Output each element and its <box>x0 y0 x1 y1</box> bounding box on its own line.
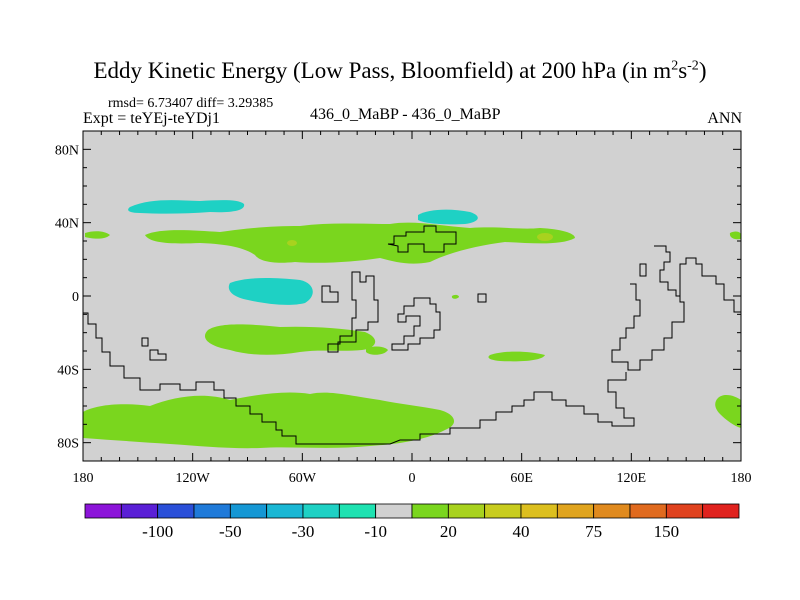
coastline-asia-pacific <box>654 245 741 313</box>
yellow-spot-b <box>537 233 553 241</box>
x-tick-label: 180 <box>731 471 752 486</box>
colorbar-swatch <box>120 503 159 519</box>
colorbar: -100 -50 -30 -10 20 40 75 150 <box>84 503 740 541</box>
coastline-asia-south <box>611 263 685 371</box>
y-tick-label: 40S <box>57 363 79 378</box>
colorbar-swatch <box>375 503 413 519</box>
coastline-island-b <box>477 293 487 303</box>
colorbar-swatch <box>411 503 449 519</box>
colorbar-label: 20 <box>440 522 457 541</box>
colorbar-swatch <box>665 503 704 519</box>
green-region-sh-band <box>204 294 545 362</box>
coastline-americas-south <box>83 312 635 445</box>
cases-label: 436_0_MaBP - 436_0_MaBP <box>310 106 501 123</box>
contour-fill-layer <box>83 200 741 449</box>
y-tick-label: 80N <box>55 143 79 158</box>
axis-ticks: 180 120W 60W 0 60E 120E 180 80N 40N 0 40S 80S <box>55 130 752 486</box>
coastline-layer <box>83 225 741 445</box>
colorbar-swatch <box>520 503 558 519</box>
x-tick-label: 0 <box>409 471 416 486</box>
experiment-label: Expt = teYEj-teYDj1 <box>83 110 220 127</box>
colorbar-label: 40 <box>513 522 530 541</box>
coastline-africa <box>387 225 457 253</box>
coastline-west-africa <box>327 271 379 353</box>
x-tick-label: 180 <box>73 471 94 486</box>
colorbar-swatch <box>447 503 486 519</box>
colorbar-swatch <box>338 503 377 519</box>
coastline-madagascar-shape <box>391 297 441 351</box>
coastline-island-a <box>321 285 339 303</box>
colorbar-swatch <box>302 503 340 519</box>
coastline-australia <box>607 372 630 419</box>
coastline-island-c <box>141 337 149 347</box>
colorbar-swatch <box>484 503 522 519</box>
stats-label: rmsd= 6.73407 diff= 3.29385 <box>108 96 274 111</box>
colorbar-swatch <box>193 503 231 519</box>
y-tick-label: 40N <box>55 217 79 232</box>
colorbar-swatch <box>84 503 122 519</box>
x-tick-label: 60W <box>289 471 317 486</box>
cyan-region-equatorial <box>228 278 313 305</box>
y-tick-label: 0 <box>72 290 79 305</box>
colorbar-label: -30 <box>292 522 315 541</box>
x-tick-label: 60E <box>510 471 533 486</box>
colorbar-swatch <box>556 503 595 519</box>
coastline-island-d <box>149 349 167 361</box>
y-tick-label: 80S <box>57 437 79 452</box>
green-region-nh-band <box>85 222 741 264</box>
colorbar-label: -50 <box>219 522 242 541</box>
season-label: ANN <box>707 110 742 127</box>
colorbar-swatch <box>266 503 304 519</box>
x-tick-label: 120E <box>617 471 647 486</box>
cyan-region-pacific-50n <box>128 200 245 214</box>
colorbar-label: 150 <box>654 522 680 541</box>
chart-title: Eddy Kinetic Energy (Low Pass, Bloomfiel… <box>93 58 707 83</box>
colorbar-swatch <box>629 503 667 519</box>
colorbar-swatch <box>229 503 268 519</box>
colorbar-label: 75 <box>585 522 602 541</box>
colorbar-label: -10 <box>364 522 387 541</box>
yellow-spot-a <box>287 240 297 246</box>
colorbar-swatch <box>593 503 631 519</box>
x-tick-label: 120W <box>176 471 211 486</box>
colorbar-swatch <box>157 503 195 519</box>
colorbar-label: -100 <box>142 522 173 541</box>
colorbar-swatch <box>702 503 740 519</box>
cyan-region-atlantic-45n <box>418 209 478 225</box>
